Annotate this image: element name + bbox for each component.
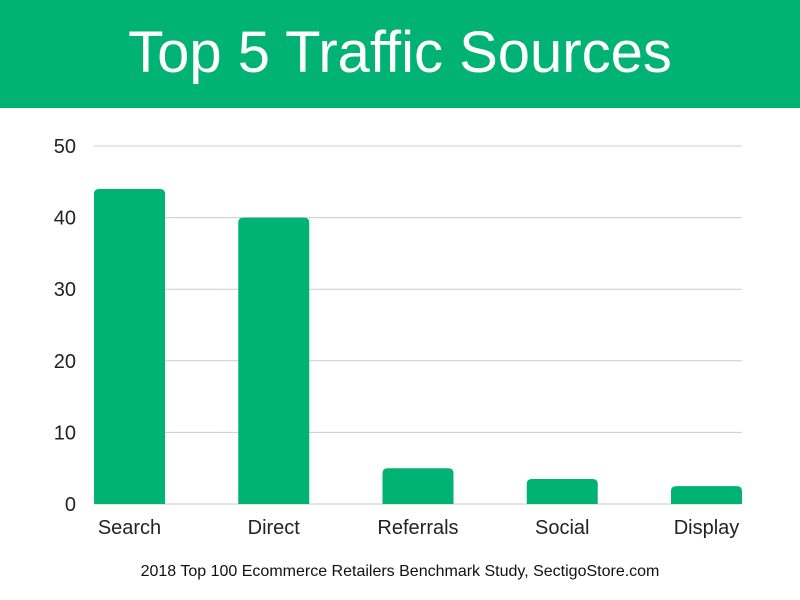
x-tick-label: Direct [248,517,301,539]
source-note: 2018 Top 100 Ecommerce Retailers Benchma… [140,563,660,580]
x-tick-label: Social [535,517,589,539]
bar-display [671,486,742,504]
bar-social [526,478,598,504]
y-tick-label: 30 [54,279,76,301]
y-tick-label: 0 [65,494,76,516]
y-tick-label: 20 [54,351,76,373]
y-tick-label: 40 [54,208,76,230]
header-banner [0,0,800,108]
x-axis-ticks: Search Direct Referrals Social Display [98,517,739,539]
gridlines [94,145,742,505]
chart-title: Top 5 Traffic Sources [128,20,672,85]
x-tick-label: Referrals [377,517,458,539]
bar-referrals [382,468,454,504]
bar-direct [238,217,310,504]
bars [94,188,742,504]
y-tick-label: 50 [54,136,76,158]
bar-search [94,188,165,504]
bar-chart: 0 10 20 30 40 50 Search Direct Referrals Social D… [54,136,742,539]
y-tick-label: 10 [54,422,76,444]
x-tick-label: Display [674,517,740,539]
y-axis-ticks: 0 10 20 30 40 50 [54,136,76,516]
x-tick-label: Search [98,517,161,539]
